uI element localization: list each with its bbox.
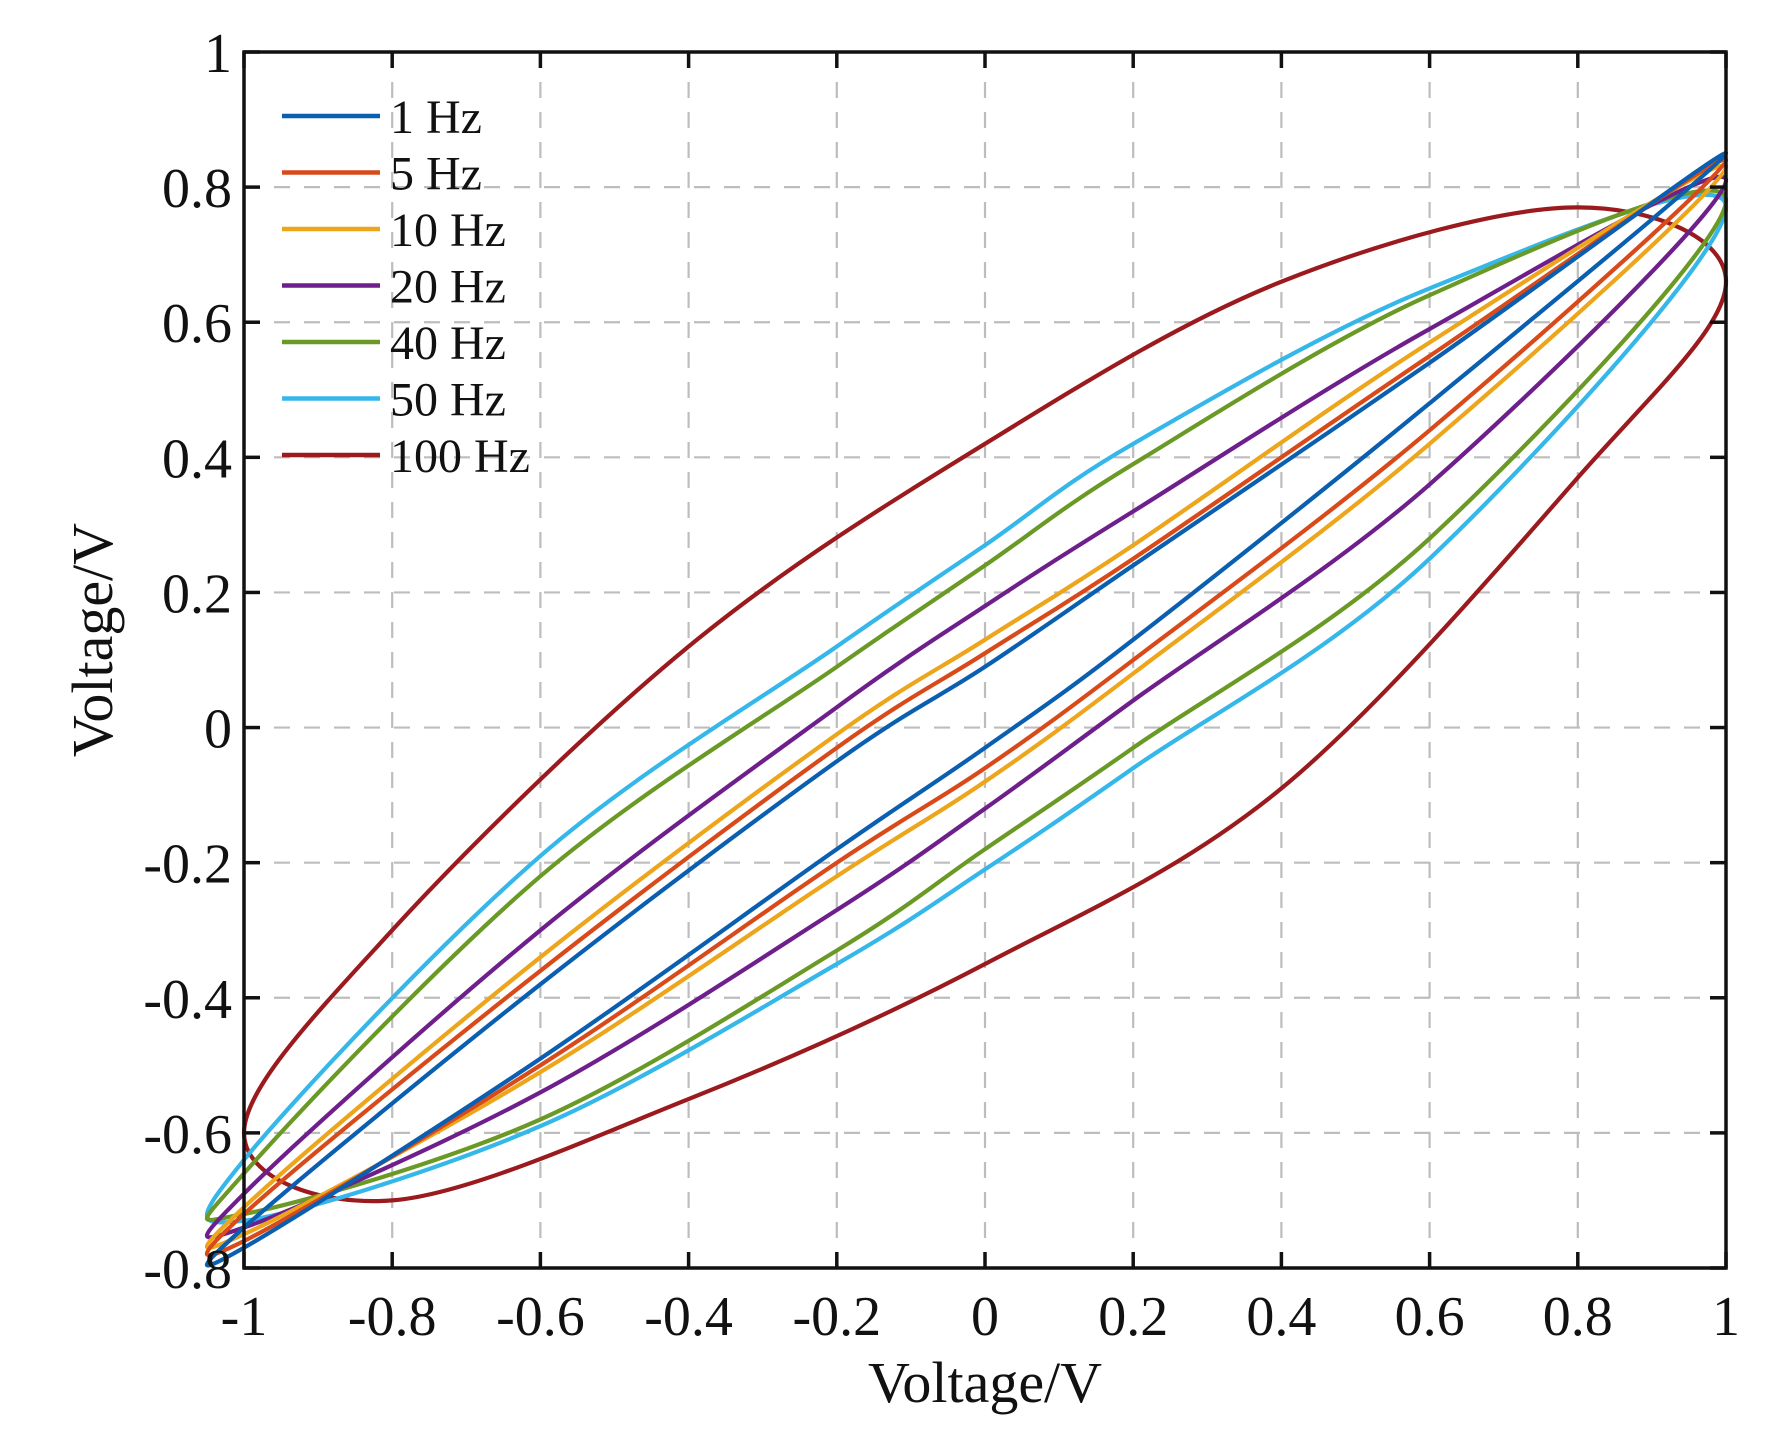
y-tick-label: -0.2 <box>143 834 232 896</box>
y-tick-label: 0 <box>204 699 232 761</box>
y-tick-labels: -0.8 -0.6 -0.4 -0.2 0 0.2 0.4 0.6 0.8 1 <box>143 23 232 1301</box>
x-tick-label: 0.6 <box>1395 1286 1465 1348</box>
x-tick-label: -1 <box>221 1286 268 1348</box>
y-tick-label: -0.4 <box>143 969 232 1031</box>
x-tick-labels: -1 -0.8 -0.6 -0.4 -0.2 0 0.2 0.4 0.6 0.8 1 <box>221 1286 1740 1348</box>
x-tick-label: -0.8 <box>348 1286 437 1348</box>
y-tick-label: 0.4 <box>162 428 232 490</box>
legend-label: 1 Hz <box>390 91 482 144</box>
y-tick-label: 0.2 <box>162 563 232 625</box>
x-tick-label: 1 <box>1712 1286 1740 1348</box>
series-line-1-hz <box>204 151 1729 1268</box>
y-axis-title: Voltage/V <box>60 523 125 757</box>
y-tick-label: 0.8 <box>162 158 232 220</box>
legend-label: 10 Hz <box>390 204 506 257</box>
legend-label: 40 Hz <box>390 317 506 370</box>
legend-label: 20 Hz <box>390 261 506 314</box>
series-line-40-hz <box>204 188 1729 1223</box>
x-axis-title: Voltage/V <box>868 1350 1102 1415</box>
x-tick-label: -0.6 <box>496 1286 585 1348</box>
y-tick-label: 0.6 <box>162 293 232 355</box>
legend-label: 100 Hz <box>390 430 530 483</box>
legend-label: 5 Hz <box>390 148 482 201</box>
x-tick-label: 0.8 <box>1543 1286 1613 1348</box>
x-tick-label: 0.4 <box>1246 1286 1316 1348</box>
series-layer <box>204 151 1729 1268</box>
y-tick-label: 1 <box>204 23 232 85</box>
y-tick-label: -0.8 <box>143 1239 232 1301</box>
x-tick-label: -0.2 <box>792 1286 881 1348</box>
x-tick-label: 0.2 <box>1098 1286 1168 1348</box>
legend-label: 50 Hz <box>390 374 506 427</box>
ticks <box>242 50 1728 1270</box>
series-line-20-hz <box>204 174 1729 1240</box>
x-tick-label: 0 <box>971 1286 999 1348</box>
y-tick-label: -0.6 <box>143 1104 232 1166</box>
x-tick-label: -0.4 <box>644 1286 733 1348</box>
